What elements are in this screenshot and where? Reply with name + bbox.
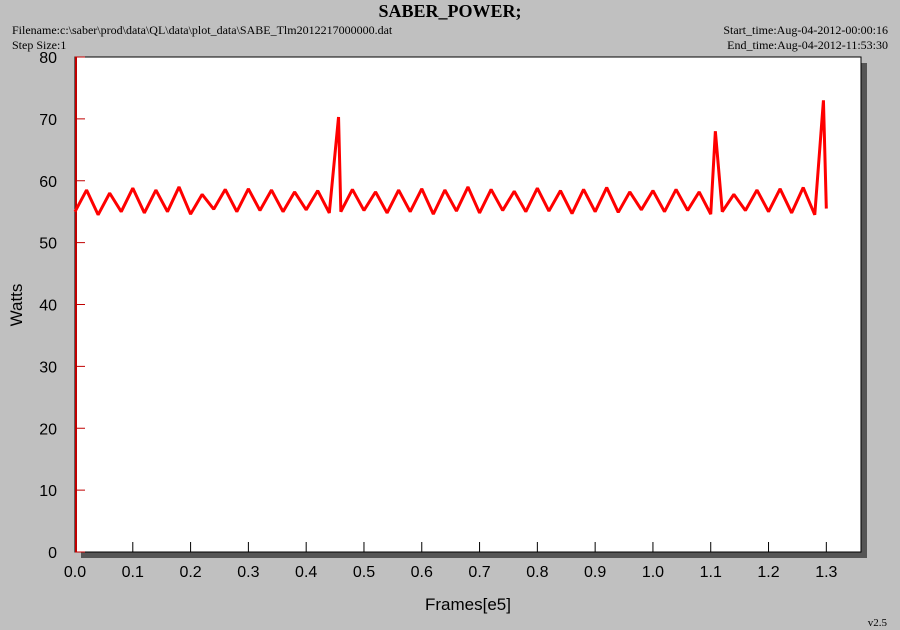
end-time: End_time:Aug-04-2012-11:53:30	[727, 38, 888, 52]
x-axis-label: Frames[e5]	[425, 595, 511, 614]
y-tick-label: 30	[39, 359, 57, 376]
data-line	[73, 100, 828, 216]
x-tick-label: 0.5	[353, 564, 375, 581]
x-tick-label: 0.6	[411, 564, 433, 581]
x-tick-label: 1.1	[700, 564, 722, 581]
step-size: Step Size:1	[12, 38, 66, 52]
x-tick-label: 1.0	[642, 564, 664, 581]
x-tick-label: 0.1	[122, 564, 144, 581]
x-tick-label: 0.7	[468, 564, 490, 581]
y-tick-label: 10	[39, 483, 57, 500]
x-tick-label: 0.0	[64, 564, 86, 581]
chart-title: SABER_POWER;	[378, 1, 521, 21]
y-tick-label: 40	[39, 298, 57, 315]
x-tick-label: 0.9	[584, 564, 606, 581]
x-tick-label: 1.2	[757, 564, 779, 581]
y-tick-label: 0	[48, 545, 57, 562]
x-tick-label: 0.3	[237, 564, 259, 581]
y-tick-label: 20	[39, 421, 57, 438]
x-tick-label: 1.3	[815, 564, 837, 581]
plot-area	[74, 56, 862, 553]
start-time: Start_time:Aug-04-2012-00:00:16	[723, 23, 888, 37]
y-tick-label: 70	[39, 112, 57, 129]
x-tick-label: 0.4	[295, 564, 317, 581]
y-tick-label: 50	[39, 236, 57, 253]
filename: Filename:c:\saber\prod\data\QL\data\plot…	[12, 23, 393, 37]
y-tick-label: 60	[39, 174, 57, 191]
x-tick-label: 0.8	[526, 564, 548, 581]
y-tick-label: 80	[39, 50, 57, 67]
x-tick-label: 0.2	[179, 564, 201, 581]
version: v2.5	[868, 617, 888, 629]
y-axis-label: Watts	[7, 284, 26, 327]
